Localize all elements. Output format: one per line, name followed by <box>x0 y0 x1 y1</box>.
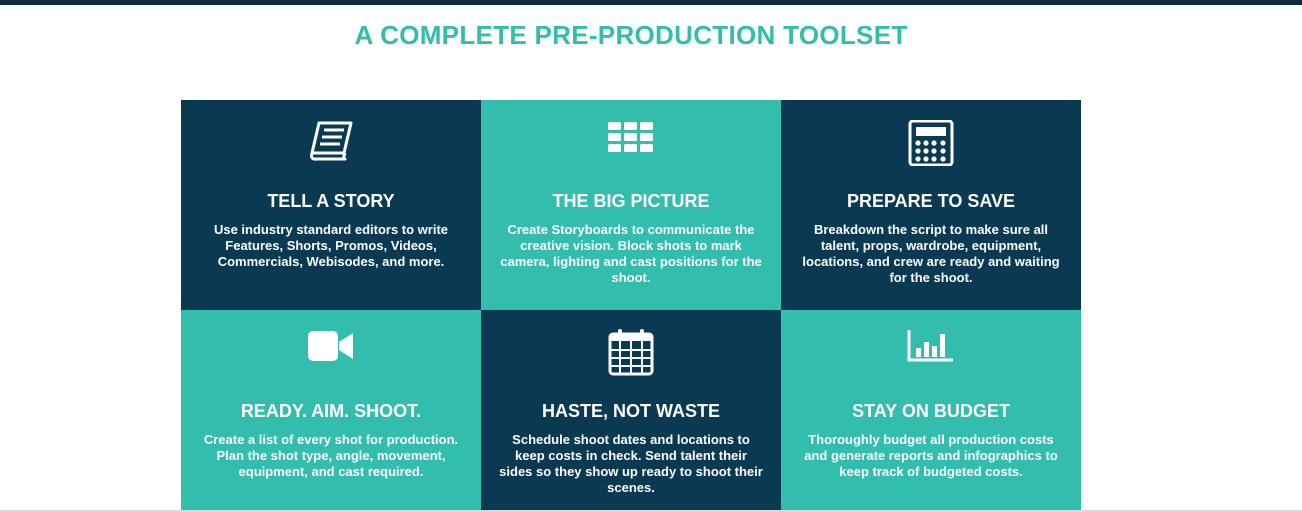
feature-title: HASTE, NOT WASTE <box>541 401 720 421</box>
feature-title: STAY ON BUDGET <box>852 401 1010 421</box>
feature-title: TELL A STORY <box>267 191 395 211</box>
feature-title: THE BIG PICTURE <box>552 191 710 211</box>
features-grid: TELL A STORY Use industry standard edito… <box>181 100 1081 510</box>
grid-icon <box>481 120 781 156</box>
feature-tile-big-picture: THE BIG PICTURE Create Storyboards to co… <box>481 100 781 310</box>
feature-title: READY. AIM. SHOOT. <box>240 401 422 421</box>
feature-tile-haste-not-waste: HASTE, NOT WASTE Schedule shoot dates an… <box>481 310 781 510</box>
top-banner-edge <box>0 0 1302 5</box>
section-heading: A COMPLETE PRE-PRODUCTION TOOLSET <box>354 20 908 50</box>
page-divider <box>0 510 1302 512</box>
feature-description: Create a list of every shot for producti… <box>203 432 459 479</box>
feature-title: PREPARE TO SAVE <box>846 191 1016 211</box>
feature-tile-stay-on-budget: STAY ON BUDGET Thoroughly budget all pro… <box>781 310 1081 510</box>
feature-tile-prepare-to-save: PREPARE TO SAVE Breakdown the script to … <box>781 100 1081 310</box>
feature-description: Create Storyboards to communicate the cr… <box>500 222 762 285</box>
feature-description: Thoroughly budget all production costs a… <box>804 432 1058 479</box>
book-icon <box>181 120 481 162</box>
bar-chart-icon <box>781 328 1081 364</box>
feature-description: Use industry standard editors to write F… <box>213 222 449 269</box>
calendar-icon <box>481 328 781 376</box>
feature-tile-tell-a-story: TELL A STORY Use industry standard edito… <box>181 100 481 310</box>
feature-description: Breakdown the script to make sure all ta… <box>802 222 1060 285</box>
feature-tile-ready-aim-shoot: READY. AIM. SHOOT. Create a list of ever… <box>181 310 481 510</box>
video-camera-icon <box>181 328 481 364</box>
calculator-icon <box>781 120 1081 166</box>
feature-description: Schedule shoot dates and locations to ke… <box>499 432 763 495</box>
